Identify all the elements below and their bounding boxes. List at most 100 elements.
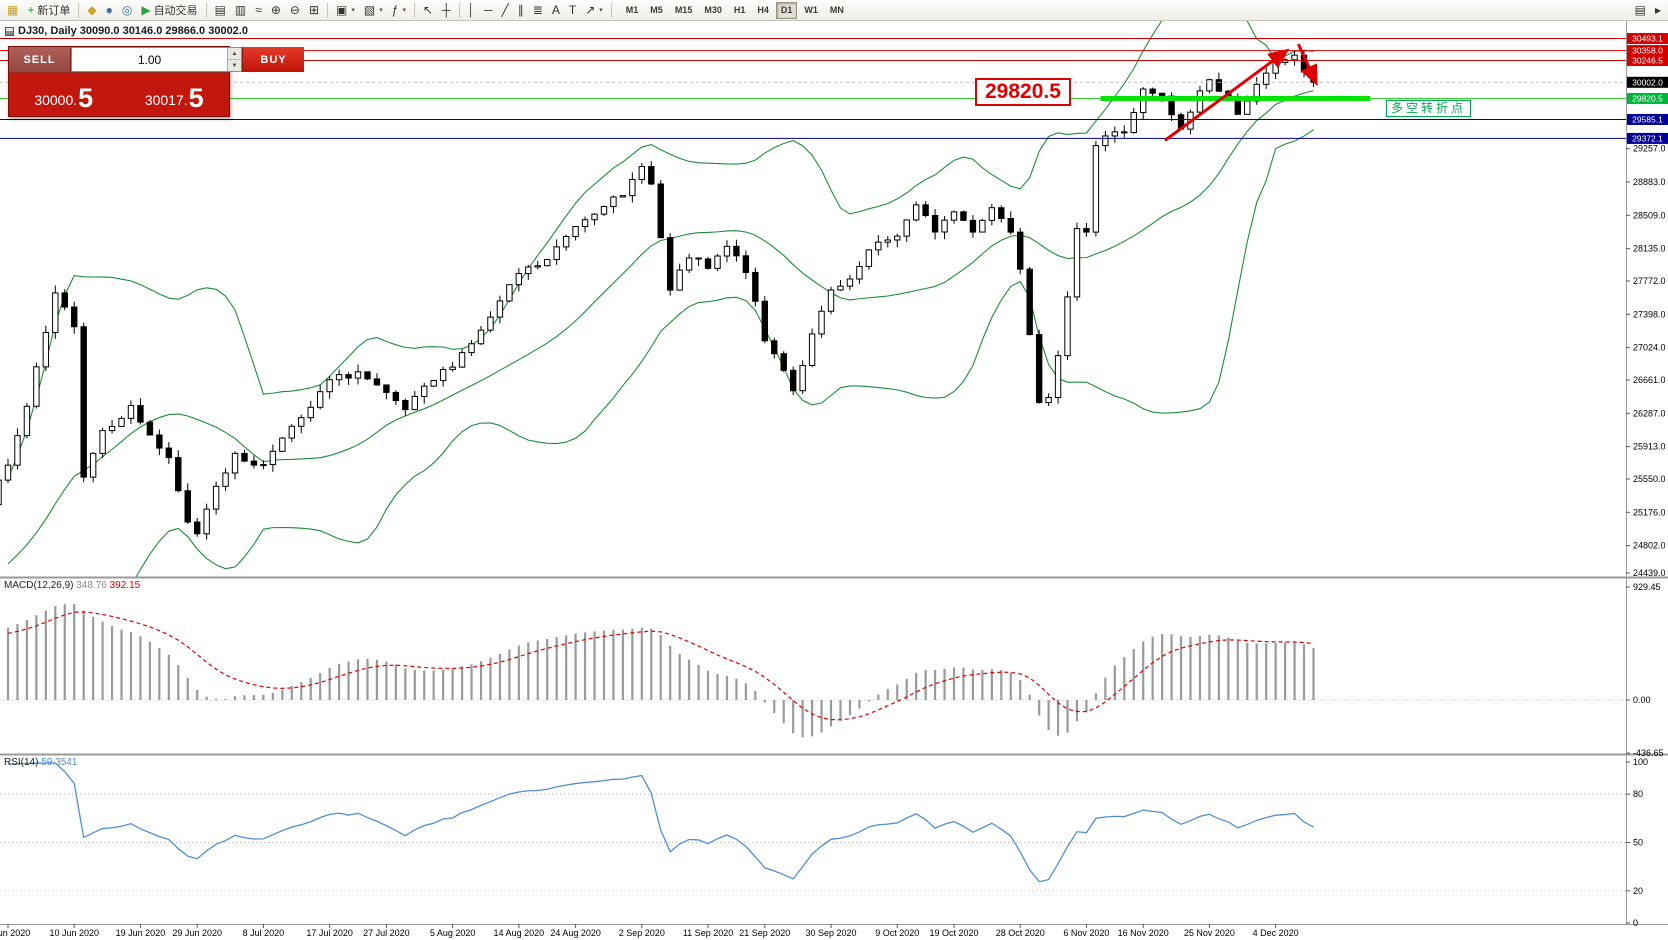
axis-label: 30493.1 — [1632, 34, 1663, 44]
rsi-name: RSI(14) — [4, 757, 39, 768]
cursor-icon-glyph: ↖ — [422, 3, 434, 17]
terminal-icon[interactable]: ▦ — [3, 1, 22, 20]
tile-windows-icon[interactable]: ⊞ — [305, 1, 323, 20]
crosshair-icon[interactable]: ┼ — [438, 1, 455, 20]
navigator-icon-glyph: ◎ — [121, 3, 133, 17]
time-axis[interactable]: 1 Jun 2020 10 Jun 2020 19 Jun 2020 29 Jun 2… — [0, 924, 1299, 938]
axis-label: 30 Sep 2020 — [805, 928, 856, 938]
timeframe-m30-button[interactable]: M30 — [704, 5, 722, 15]
support-zone-line[interactable] — [1100, 95, 1371, 101]
buy-price-pip: 5 — [188, 82, 204, 113]
auto-trading-button[interactable]: ▶ 自动交易 — [137, 1, 201, 20]
trendline-icon[interactable]: ╱ — [498, 1, 513, 20]
timeframe-group: M1 M5 M15 M30 H1 H4 D1 W1 MN — [620, 1, 850, 19]
axis-label: 80 — [1633, 789, 1643, 799]
buy-price[interactable]: 30017. 5 — [120, 73, 230, 116]
bar-chart-icon[interactable]: ▤ — [211, 1, 230, 20]
horizontal-line-icon-glyph: ─ — [484, 3, 493, 17]
timeframe-h4-button[interactable]: H4 — [757, 5, 769, 15]
chart-plot-area[interactable] — [0, 21, 1626, 577]
timeframe-d1-button[interactable]: D1 — [775, 1, 798, 19]
price-level-tag — [1627, 92, 1668, 104]
macd-name: MACD(12,26,9) — [4, 580, 74, 591]
buy-button[interactable]: BUY — [242, 47, 304, 72]
indicators-icon[interactable]: ƒ ▾ — [388, 1, 410, 20]
line-chart-icon-glyph: ≈ — [255, 3, 262, 17]
rsi-line — [7, 762, 1314, 883]
axis-label: 8 Jul 2020 — [243, 928, 285, 938]
bollinger-bands — [7, 21, 1314, 577]
axis-label: 1 Jun 2020 — [0, 928, 30, 938]
text-icon[interactable]: A — [548, 1, 564, 20]
timeframe-m5-button[interactable]: M5 — [650, 5, 663, 15]
arrow-tools-icon-dropdown[interactable]: ▾ — [599, 7, 603, 14]
price-axis[interactable]: 29257.0 28883.0 28509.0 28135.0 27772.0 27398… — [1626, 33, 1668, 928]
timeframe-h1-button[interactable]: H1 — [733, 5, 746, 15]
chart-list-icon[interactable]: ▤ — [1631, 1, 1650, 20]
bollinger-lower-line — [135, 129, 1314, 577]
zoom-out-icon-glyph: ⊖ — [289, 3, 300, 17]
indicators-icon-dropdown[interactable]: ▾ — [402, 7, 406, 14]
arrow-tools-icon[interactable]: ↗ ▾ — [581, 1, 607, 20]
axis-label: 100 — [1633, 757, 1648, 767]
axis-label: 4 Dec 2020 — [1253, 928, 1299, 938]
axis-label: 27398.0 — [1633, 309, 1666, 319]
label-icon[interactable]: T — [565, 1, 580, 20]
volume-up-button[interactable]: ▲ — [228, 48, 241, 60]
volume-down-button[interactable]: ▼ — [228, 60, 241, 71]
profiles-icon[interactable]: ▧ ▾ — [360, 1, 387, 20]
new-order-button[interactable]: + 新订单 — [23, 1, 74, 20]
navigator-icon[interactable]: ◎ — [118, 1, 136, 20]
vertical-line-icon[interactable]: │ — [464, 1, 480, 20]
timeframe-m1-button[interactable]: M1 — [625, 5, 639, 15]
candles-layer — [0, 50, 1317, 540]
cursor-icon[interactable]: ↖ — [419, 1, 437, 20]
new-order-glyph: + — [27, 3, 35, 17]
reversal-arrow-down[interactable] — [1296, 43, 1318, 87]
toolbar-separator — [78, 2, 80, 18]
macd-signal-line — [7, 611, 1314, 721]
axis-label: 25176.0 — [1633, 507, 1666, 517]
line-chart-icon[interactable]: ≈ — [251, 1, 266, 20]
toolbar-separator — [413, 2, 415, 18]
zoom-in-icon[interactable]: ⊕ — [267, 1, 285, 20]
market-watch-icon[interactable]: ◆ — [83, 1, 100, 20]
profiles-icon-dropdown[interactable]: ▾ — [379, 7, 383, 14]
timeframe-mn-button[interactable]: MN — [829, 5, 844, 15]
mouse-pointer-icon[interactable]: ▸ — [1651, 1, 1665, 20]
fibonacci-icon-glyph: ≣ — [532, 3, 543, 17]
macd-signal-value: 392.15 — [109, 580, 141, 591]
zoom-out-icon[interactable]: ⊖ — [286, 1, 304, 20]
new-chart-icon[interactable]: ▣ ▾ — [332, 1, 359, 20]
timeframe-w1-button[interactable]: W1 — [804, 5, 818, 15]
trend-arrow-up[interactable] — [1164, 48, 1290, 142]
axis-label: 5 Aug 2020 — [430, 928, 476, 938]
axis-label: 6 Nov 2020 — [1063, 928, 1109, 938]
arrow-tools-icon-glyph: ↗ — [585, 3, 596, 17]
new-order-button-label: 新订单 — [37, 5, 71, 17]
axis-label: 30002.0 — [1632, 77, 1663, 87]
macd-main-value: 348.76 — [76, 580, 107, 591]
axis-label: 16 Nov 2020 — [1118, 928, 1169, 938]
sell-button[interactable]: SELL — [9, 47, 71, 72]
axis-label: 29 Jun 2020 — [172, 928, 222, 938]
sell-price[interactable]: 30000. 5 — [9, 73, 120, 116]
channel-icon[interactable]: ∥ — [514, 1, 528, 20]
timeframe-m15-button[interactable]: M15 — [674, 5, 693, 15]
data-window-icon[interactable]: ● — [102, 1, 117, 20]
price-level-tag — [1627, 76, 1668, 88]
horizontal-line-icon[interactable]: ─ — [480, 1, 497, 20]
new-chart-icon-dropdown[interactable]: ▾ — [351, 7, 355, 14]
axis-label: 24802.0 — [1633, 541, 1666, 551]
volume-input[interactable] — [72, 48, 227, 71]
axis-label: 29372.1 — [1632, 133, 1663, 143]
fibonacci-icon[interactable]: ≣ — [529, 1, 547, 20]
channel-icon-glyph: ∥ — [517, 3, 524, 17]
crosshair-icon-glyph: ┼ — [442, 3, 451, 17]
axis-label: 24439.0 — [1633, 568, 1666, 578]
data-window-icon-glyph: ● — [105, 3, 113, 17]
axis-label: 30358.0 — [1632, 46, 1663, 56]
turning-point-label[interactable]: 多空转折点 — [1386, 100, 1472, 117]
candlestick-chart-icon[interactable]: ▥ — [231, 1, 250, 20]
axis-label: 29257.0 — [1633, 144, 1666, 154]
